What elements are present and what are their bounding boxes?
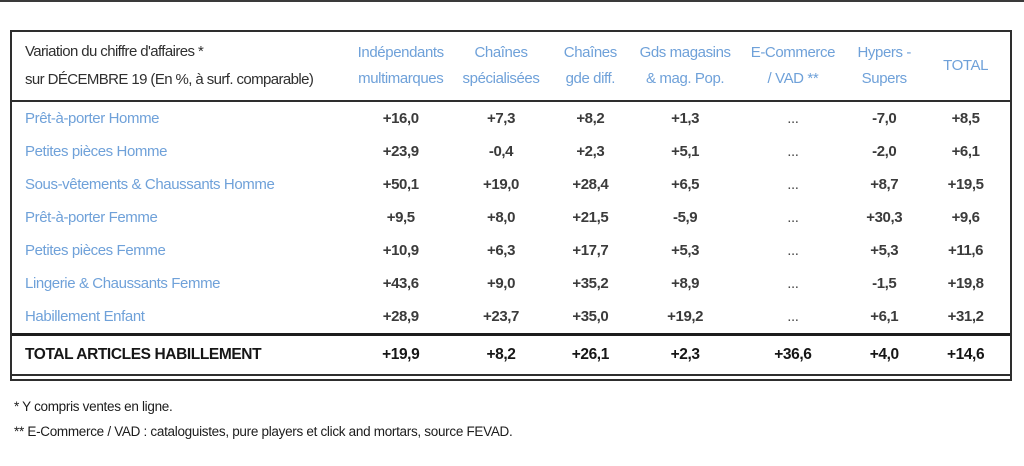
row-label: Prêt-à-porter Femme: [25, 209, 158, 226]
total-cell-value: +2,3: [631, 333, 739, 376]
cell-value: +28,4: [572, 176, 609, 193]
cell-value: +35,2: [572, 275, 609, 292]
cell-value: +6,3: [487, 242, 516, 259]
cell-value: +8,9: [671, 275, 700, 292]
total-row: TOTAL ARTICLES HABILLEMENT +19,9 +8,2 +2…: [12, 333, 1010, 376]
total-cell-value: +14,6: [921, 333, 1010, 376]
row-label: Prêt-à-porter Homme: [25, 110, 160, 127]
column-header-hypers-supers: Hypers - Supers: [847, 32, 922, 102]
cell-ellipsis: ...: [787, 143, 799, 160]
column-header-chaines-specialisees: Chaînes spécialisées: [453, 32, 549, 102]
footnote-ecommerce-vad: ** E-Commerce / VAD : cataloguistes, pur…: [14, 424, 513, 439]
total-row-label: TOTAL ARTICLES HABILLEMENT: [12, 333, 349, 376]
cell-value: +2,3: [576, 143, 605, 160]
cell-value: +6,1: [870, 308, 899, 325]
row-label: Sous-vêtements & Chaussants Homme: [25, 176, 275, 193]
cell-value: -0,4: [488, 143, 514, 160]
cell-value: +30,3: [866, 209, 903, 226]
cell-value: +28,9: [382, 308, 419, 325]
cell-value: +8,5: [951, 110, 980, 127]
cell-ellipsis: ...: [787, 242, 799, 259]
table-header: Variation du chiffre d'affaires * sur DÉ…: [12, 32, 1010, 102]
cell-value: +16,0: [382, 110, 419, 127]
table-title-line1: Variation du chiffre d'affaires *: [25, 43, 204, 60]
cell-value: +19,5: [947, 176, 984, 193]
cell-value: +6,1: [951, 143, 980, 160]
cell-value: +23,9: [382, 143, 419, 160]
table-row: Habillement Enfant +28,9 +23,7 +35,0 +19…: [12, 300, 1010, 335]
cell-value: +11,6: [948, 242, 984, 259]
cell-value: +1,3: [671, 110, 700, 127]
cell-value: +19,2: [667, 308, 704, 325]
column-header-gds-magasins: Gds magasins & mag. Pop.: [631, 32, 739, 102]
total-cell-value: +4,0: [847, 333, 922, 376]
total-cell-value: +36,6: [738, 333, 848, 376]
top-border-line: [0, 0, 1024, 2]
table-title: Variation du chiffre d'affaires * sur DÉ…: [12, 32, 349, 102]
table-title-line2: sur DÉCEMBRE 19 (En %, à surf. comparabl…: [25, 71, 314, 88]
column-header-total: TOTAL: [921, 32, 1010, 102]
cell-value: +43,6: [382, 275, 419, 292]
cell-value: +5,1: [671, 143, 700, 160]
table-row: Petites pièces Homme +23,9 -0,4 +2,3 +5,…: [12, 135, 1010, 168]
table-footer: TOTAL ARTICLES HABILLEMENT +19,9 +8,2 +2…: [12, 333, 1010, 376]
cell-ellipsis: ...: [787, 275, 799, 292]
row-label: Petites pièces Homme: [25, 143, 168, 160]
sales-variation-table: Variation du chiffre d'affaires * sur DÉ…: [10, 30, 1012, 381]
cell-ellipsis: ...: [787, 110, 799, 127]
cell-value: +9,6: [951, 209, 980, 226]
cell-value: -2,0: [872, 143, 897, 160]
cell-ellipsis: ...: [787, 176, 799, 193]
cell-value: +5,3: [671, 242, 700, 259]
cell-value: +5,3: [870, 242, 899, 259]
total-cell-value: +26,1: [548, 333, 632, 376]
cell-value: +8,0: [487, 209, 516, 226]
cell-value: +35,0: [572, 308, 609, 325]
cell-value: +19,8: [947, 275, 984, 292]
cell-value: +50,1: [382, 176, 419, 193]
column-header-ecommerce-vad: E-Commerce / VAD **: [738, 32, 848, 102]
cell-value: +7,3: [487, 110, 516, 127]
cell-value: +8,7: [870, 176, 899, 193]
cell-ellipsis: ...: [787, 209, 799, 226]
cell-value: +23,7: [483, 308, 519, 325]
cell-value: -1,5: [872, 275, 897, 292]
cell-value: +8,2: [576, 110, 605, 127]
cell-value: +21,5: [572, 209, 609, 226]
row-label: Habillement Enfant: [25, 308, 145, 325]
cell-value: +10,9: [382, 242, 419, 259]
cell-value: +9,0: [487, 275, 516, 292]
cell-value: -5,9: [673, 209, 698, 226]
total-cell-value: +8,2: [453, 333, 549, 376]
table-row: Sous-vêtements & Chaussants Homme +50,1 …: [12, 168, 1010, 201]
row-label: Lingerie & Chaussants Femme: [25, 275, 221, 292]
total-cell-value: +19,9: [348, 333, 454, 376]
header-row: Variation du chiffre d'affaires * sur DÉ…: [12, 32, 1010, 102]
cell-ellipsis: ...: [787, 308, 799, 325]
footnote-ventes-en-ligne: * Y compris ventes en ligne.: [14, 399, 173, 414]
cell-value: +19,0: [483, 176, 519, 193]
cell-value: +17,7: [572, 242, 609, 259]
data-table: Variation du chiffre d'affaires * sur DÉ…: [12, 32, 1010, 376]
table-row: Petites pièces Femme +10,9 +6,3 +17,7 +5…: [12, 234, 1010, 267]
cell-value: +9,5: [386, 209, 415, 226]
column-header-independants: Indépendants multimarques: [348, 32, 454, 102]
table-row: Prêt-à-porter Homme +16,0 +7,3 +8,2 +1,3…: [12, 101, 1010, 135]
cell-value: +6,5: [671, 176, 700, 193]
footnotes: * Y compris ventes en ligne. ** E-Commer…: [14, 394, 513, 444]
column-header-chaines-gde-diff: Chaînes gde diff.: [548, 32, 632, 102]
cell-value: -7,0: [872, 110, 897, 127]
table-row: Lingerie & Chaussants Femme +43,6 +9,0 +…: [12, 267, 1010, 300]
row-label: Petites pièces Femme: [25, 242, 166, 259]
cell-value: +31,2: [947, 308, 984, 325]
table-body: Prêt-à-porter Homme +16,0 +7,3 +8,2 +1,3…: [12, 101, 1010, 335]
table-row: Prêt-à-porter Femme +9,5 +8,0 +21,5 -5,9…: [12, 201, 1010, 234]
